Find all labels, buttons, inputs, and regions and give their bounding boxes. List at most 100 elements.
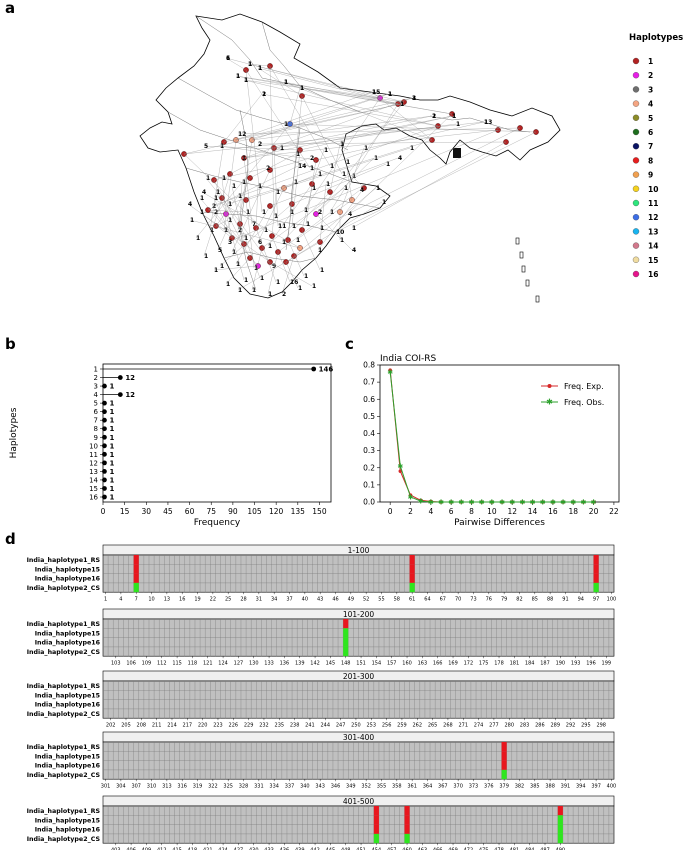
- position-tick-label: 331: [254, 784, 264, 790]
- position-tick-label: 370: [453, 784, 463, 790]
- site-count-label: 2: [318, 209, 322, 216]
- lollipop-head: [102, 409, 107, 415]
- position-tick-label: 241: [305, 723, 315, 729]
- position-tick-label: 115: [172, 661, 182, 667]
- position-tick-label: 139: [295, 661, 305, 667]
- position-tick-label: 460: [402, 848, 412, 850]
- label-leader-line: [289, 95, 303, 213]
- label-leader-line: [255, 185, 259, 229]
- data-label: 1: [109, 417, 114, 425]
- position-tick-label: 109: [142, 661, 152, 667]
- site-count-label: 1: [246, 209, 250, 216]
- x-tick-label: 90: [228, 507, 238, 516]
- label-leader-line: [283, 81, 433, 141]
- series-point: ✱: [550, 499, 556, 507]
- legend-label: 4: [648, 100, 653, 109]
- label-leader-line: [243, 115, 453, 159]
- legend-title: Haplotypes: [629, 33, 683, 43]
- site-count-label: 1: [200, 195, 204, 202]
- label-leader-line: [211, 125, 439, 207]
- site-count-label: 1: [276, 189, 280, 196]
- label-leader-line: [225, 257, 251, 285]
- position-tick-label: 364: [423, 784, 433, 790]
- site-count-label: 2: [214, 209, 218, 216]
- position-tick-label: 31: [256, 597, 262, 603]
- y-tick-label: 7: [94, 417, 98, 425]
- legend-marker: [632, 114, 640, 121]
- position-tick-label: 61: [409, 597, 415, 603]
- legend-marker: ✱: [546, 398, 553, 407]
- site-count-label: 13: [484, 119, 492, 126]
- series-point: ✱: [540, 499, 546, 507]
- label-leader-line: [317, 187, 365, 251]
- position-tick-label: 448: [341, 848, 351, 850]
- position-tick-label: 214: [167, 723, 177, 729]
- label-leader-line: [235, 75, 381, 99]
- position-tick-label: 277: [489, 723, 499, 729]
- site-count-label: 1: [376, 185, 380, 192]
- position-tick-label: 211: [152, 723, 162, 729]
- position-tick-label: 166: [433, 661, 443, 667]
- position-tick-label: 118: [188, 661, 198, 667]
- block-title: 201-300: [343, 672, 375, 681]
- site-count-label: 1: [342, 171, 346, 178]
- position-tick-label: 457: [387, 848, 397, 850]
- position-tick-label: 310: [147, 784, 157, 790]
- position-tick-label: 55: [378, 597, 384, 603]
- site-count-label: 1: [318, 247, 322, 254]
- label-leader-line: [347, 113, 453, 215]
- series-point: ✱: [479, 499, 485, 507]
- sequence-row-label: India_haplotype15: [35, 817, 100, 824]
- position-tick-label: 127: [234, 661, 244, 667]
- y-tick-label: 0.6: [363, 395, 375, 404]
- site-count-label: 1: [258, 183, 262, 190]
- label-leader-line: [203, 145, 301, 151]
- site-count-label: 1: [372, 89, 376, 96]
- site-count-label: 1: [284, 79, 288, 86]
- data-label: 146: [319, 366, 334, 374]
- position-tick-label: 19: [194, 597, 200, 603]
- label-leader-line: [251, 115, 433, 141]
- site-count-label: 1: [400, 101, 404, 108]
- y-tick-label: 0.1: [363, 480, 375, 489]
- position-tick-label: 73: [470, 597, 476, 603]
- position-tick-label: 436: [280, 848, 290, 850]
- label-leader-line: [351, 175, 365, 189]
- label-leader-line: [245, 69, 311, 169]
- position-tick-label: 259: [397, 723, 407, 729]
- sequence-row-label: India_haplotype16: [35, 827, 101, 834]
- position-tick-label: 94: [578, 597, 584, 603]
- position-tick-label: 424: [218, 848, 228, 850]
- legend-label: Freq. Obs.: [564, 398, 604, 407]
- lollipop-head: [102, 469, 107, 474]
- position-tick-label: 292: [566, 723, 576, 729]
- site-count-label: 16: [290, 279, 298, 286]
- series-point: ✱: [408, 493, 414, 501]
- position-tick-label: 340: [300, 784, 310, 790]
- variant-cell: [133, 573, 139, 583]
- site-count-label: 1: [456, 121, 460, 128]
- site-count-label: 1: [296, 151, 300, 158]
- y-tick-label: 12: [89, 459, 98, 467]
- site-count-label: 4: [398, 155, 402, 162]
- position-tick-label: 154: [372, 661, 382, 667]
- site-count-label: 1: [374, 155, 378, 162]
- site-count-label: 1: [382, 199, 386, 206]
- label-leader-line: [257, 141, 507, 145]
- position-tick-label: 124: [218, 661, 228, 667]
- legend-marker: [632, 86, 640, 93]
- site-count-label: 1: [220, 263, 224, 270]
- site-count-label: 2: [258, 141, 262, 148]
- series-point: ✱: [580, 499, 586, 507]
- position-tick-label: 283: [520, 723, 530, 729]
- label-leader-line: [267, 183, 313, 247]
- position-tick-label: 196: [586, 661, 596, 667]
- site-count-label: 1: [204, 253, 208, 260]
- position-tick-label: 463: [418, 848, 428, 850]
- site-count-label: 1: [312, 185, 316, 192]
- legend-label: 15: [648, 256, 658, 265]
- legend-label: Freq. Exp.: [564, 382, 604, 391]
- legend-marker: [632, 100, 640, 107]
- data-label: 12: [125, 391, 135, 399]
